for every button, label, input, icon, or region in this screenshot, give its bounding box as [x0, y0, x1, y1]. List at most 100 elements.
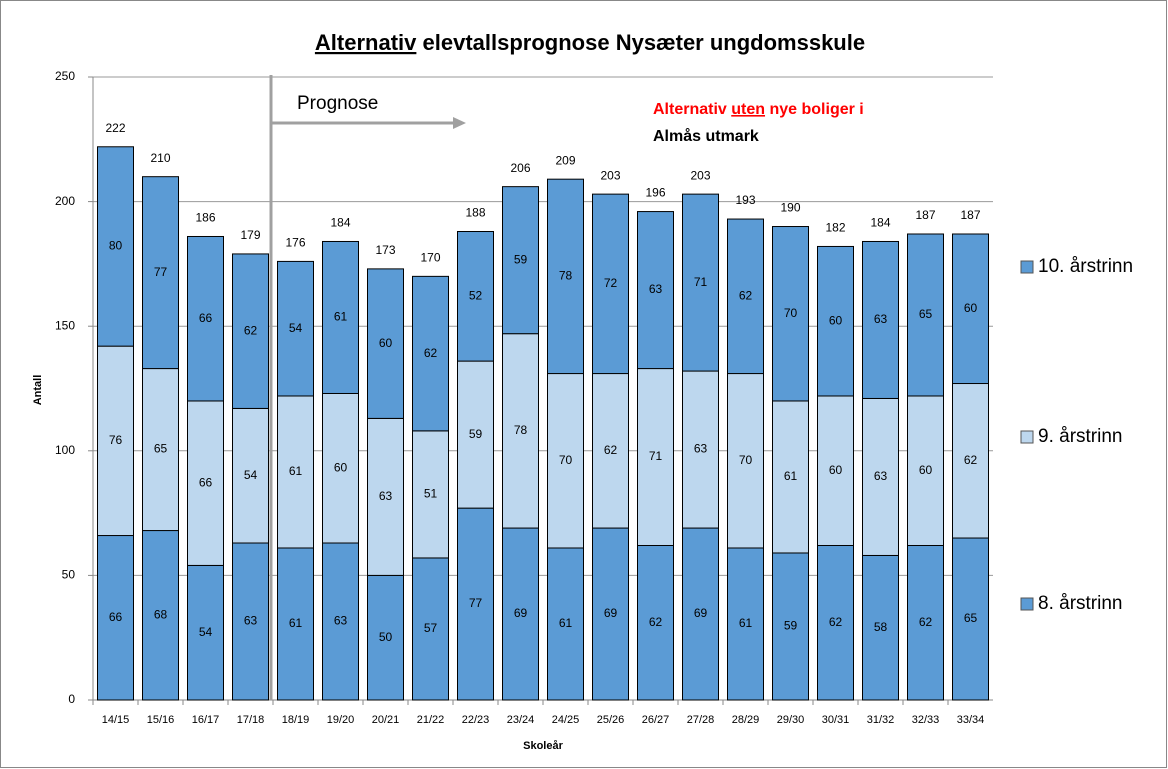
bar-segment [412, 275, 449, 432]
data-label: 62 [424, 346, 438, 360]
forecast-label: Prognose [297, 93, 378, 114]
bar-segment [322, 392, 359, 544]
data-label: 51 [424, 487, 438, 501]
title-underlined: Alternativ [315, 30, 417, 55]
data-label: 68 [154, 607, 168, 621]
bar-segment [682, 527, 719, 701]
total-label: 187 [960, 208, 980, 222]
bar-segment [682, 370, 719, 529]
bar-segment [547, 373, 584, 549]
chart-title: Alternativ elevtallsprognose Nysæter ung… [315, 30, 865, 55]
data-label: 58 [874, 620, 888, 634]
bar-segment [97, 146, 134, 347]
data-label: 65 [964, 611, 978, 625]
bar-segment [502, 186, 539, 335]
bar-segment [232, 407, 269, 544]
data-label: 61 [334, 310, 348, 324]
data-label: 63 [694, 442, 708, 456]
bar-segment [952, 537, 989, 701]
data-label: 61 [289, 464, 303, 478]
bar-segment [592, 527, 629, 701]
data-label: 60 [829, 463, 843, 477]
y-tick-label: 200 [55, 194, 75, 208]
data-label: 63 [334, 614, 348, 628]
data-label: 69 [604, 606, 618, 620]
bar-segment [772, 400, 809, 554]
annotation-part: nye boliger i [769, 101, 863, 118]
bar-segment [97, 345, 134, 537]
bar-segment [727, 547, 764, 701]
data-label: 62 [604, 443, 618, 457]
data-label: 54 [244, 468, 258, 482]
x-tick-label: 19/20 [327, 714, 355, 726]
x-tick-label: 16/17 [192, 714, 220, 726]
bar-segment [142, 368, 179, 532]
bar-segment [772, 552, 809, 701]
x-tick-label: 31/32 [867, 714, 895, 726]
bar-segment [457, 507, 494, 701]
x-tick-label: 25/26 [597, 714, 625, 726]
data-label: 63 [379, 489, 393, 503]
annotation: Almås utmark [653, 127, 759, 145]
data-label: 65 [919, 307, 933, 321]
bar-segment [142, 530, 179, 701]
x-tick-label: 18/19 [282, 714, 310, 726]
bar-segment [232, 253, 269, 409]
bar-segment [412, 430, 449, 559]
x-tick-label: 30/31 [822, 714, 850, 726]
bar-segment [412, 557, 449, 701]
bar-segment [907, 233, 944, 397]
data-label: 63 [649, 282, 663, 296]
total-label: 182 [825, 221, 845, 235]
data-label: 65 [154, 442, 168, 456]
total-label: 170 [420, 251, 440, 265]
bar-segment [277, 260, 314, 397]
data-label: 54 [199, 625, 213, 639]
bar-segment [907, 544, 944, 701]
data-label: 62 [829, 615, 843, 629]
data-label: 59 [784, 619, 798, 633]
legend-swatch [1020, 597, 1034, 611]
bar-segment [277, 395, 314, 549]
total-label: 186 [195, 211, 215, 225]
x-tick-label: 28/29 [732, 714, 760, 726]
data-label: 69 [514, 606, 528, 620]
data-label: 69 [694, 606, 708, 620]
bar-segment [457, 231, 494, 362]
bar-segment [682, 193, 719, 372]
bar-segment [862, 240, 899, 399]
bar-segment [637, 368, 674, 546]
data-label: 62 [919, 615, 933, 629]
total-label: 222 [105, 121, 125, 135]
bar-segment [862, 554, 899, 701]
total-label: 206 [510, 161, 530, 175]
bar-segment [952, 233, 989, 385]
data-label: 63 [244, 614, 258, 628]
total-label: 190 [780, 201, 800, 215]
data-label: 78 [514, 423, 528, 437]
data-label: 59 [514, 252, 528, 266]
total-label: 184 [870, 216, 890, 230]
x-tick-label: 32/33 [912, 714, 940, 726]
total-label: 203 [690, 168, 710, 182]
bar-segment [727, 218, 764, 375]
annotation-part: uten [731, 101, 765, 118]
x-tick-label: 17/18 [237, 714, 265, 726]
total-label: 184 [330, 216, 350, 230]
x-tick-label: 27/28 [687, 714, 715, 726]
y-tick-label: 150 [55, 318, 75, 332]
total-label: 210 [150, 151, 170, 165]
bar-segment [322, 240, 359, 394]
total-label: 179 [240, 228, 260, 242]
legend-label: 8. årstrinn [1038, 593, 1122, 614]
bar-segment [142, 176, 179, 370]
bar-segment [367, 417, 404, 576]
data-label: 72 [604, 276, 618, 290]
total-label: 188 [465, 206, 485, 220]
bar-segment [277, 547, 314, 701]
total-label: 173 [375, 243, 395, 257]
bar-segment [367, 268, 404, 419]
data-label: 60 [379, 336, 393, 350]
data-label: 62 [649, 615, 663, 629]
